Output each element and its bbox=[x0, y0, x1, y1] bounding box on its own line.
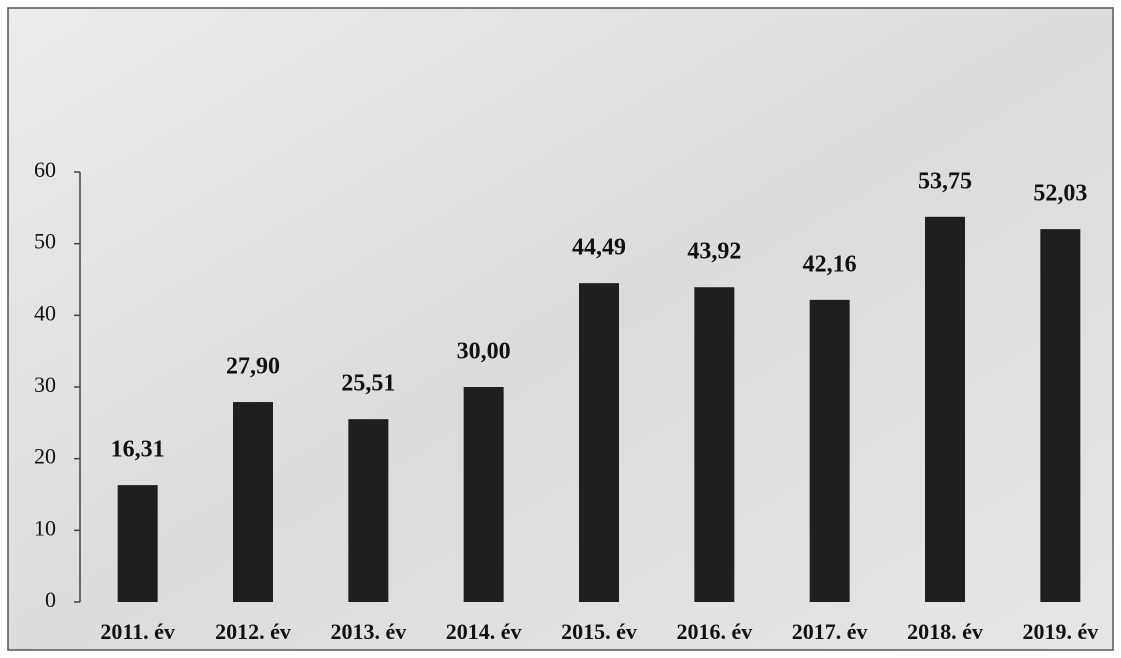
bar bbox=[925, 216, 965, 602]
value-label: 42,16 bbox=[803, 251, 857, 277]
y-tick-label: 0 bbox=[45, 587, 56, 612]
bar bbox=[579, 283, 619, 602]
x-tick-label: 2015. év bbox=[561, 619, 637, 644]
value-label: 52,03 bbox=[1033, 181, 1087, 207]
y-tick-label: 30 bbox=[34, 372, 56, 397]
y-tick-label: 60 bbox=[34, 157, 56, 182]
value-label: 30,00 bbox=[457, 339, 511, 365]
x-tick-label: 2018. év bbox=[907, 619, 983, 644]
value-label: 44,49 bbox=[572, 235, 626, 261]
value-label: 27,90 bbox=[226, 354, 280, 380]
bar bbox=[809, 299, 850, 602]
bar bbox=[1040, 229, 1081, 602]
value-label: 16,31 bbox=[111, 437, 165, 463]
value-label: 43,92 bbox=[687, 239, 741, 265]
bar bbox=[348, 419, 389, 602]
y-tick-label: 10 bbox=[34, 515, 56, 540]
bar bbox=[463, 387, 504, 602]
y-tick-label: 50 bbox=[34, 229, 56, 254]
bar bbox=[117, 485, 158, 602]
x-tick-label: 2016. év bbox=[676, 619, 752, 644]
x-tick-label: 2014. év bbox=[446, 619, 522, 644]
x-tick-label: 2019. év bbox=[1022, 619, 1098, 644]
x-tick-label: 2013. év bbox=[330, 619, 406, 644]
value-label: 53,75 bbox=[918, 168, 972, 194]
bar bbox=[694, 287, 735, 602]
x-tick-label: 2017. év bbox=[792, 619, 868, 644]
x-tick-label: 2011. év bbox=[100, 619, 175, 644]
y-tick-label: 20 bbox=[34, 444, 56, 469]
y-tick-label: 40 bbox=[34, 300, 56, 325]
x-tick-label: 2012. év bbox=[215, 619, 291, 644]
value-label: 25,51 bbox=[341, 371, 395, 397]
bar bbox=[233, 402, 273, 602]
